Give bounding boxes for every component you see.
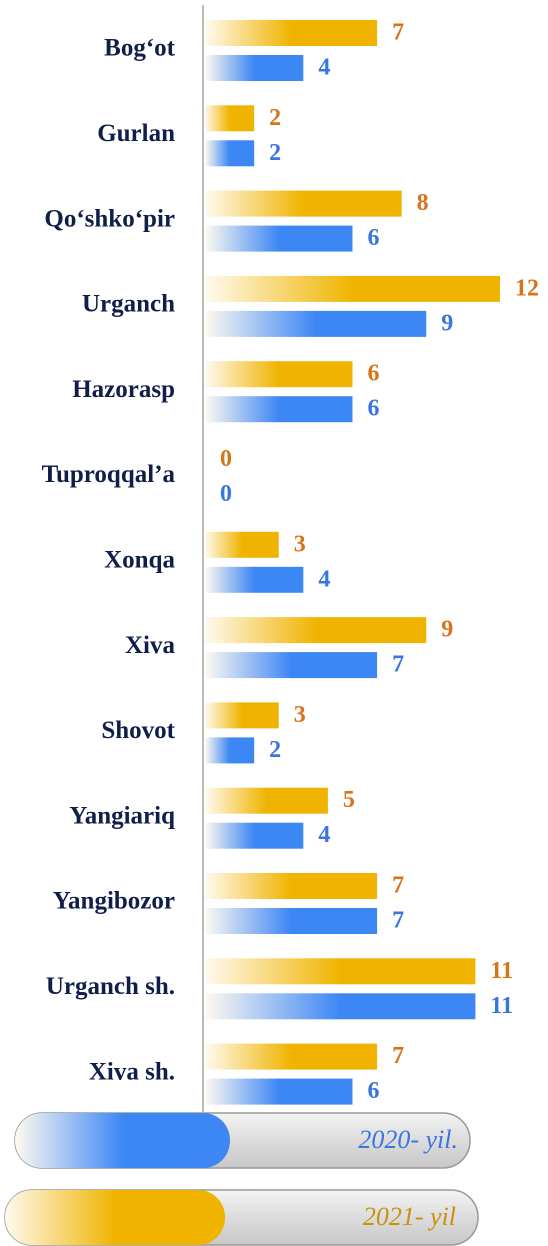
category-label: Xiva sh. [89,1058,175,1085]
value-label: 7 [392,873,404,899]
category-label: Qo‘shko‘pir [44,205,175,232]
category-label: Gurlan [97,120,175,147]
bar [205,822,304,849]
category-label: Xonqa [104,547,175,574]
value-label: 3 [294,702,306,728]
value-label: 6 [368,225,380,251]
bar [205,566,304,593]
value-label: 7 [392,908,404,934]
bar [205,702,279,729]
legend-label: 2020- yil. [358,1125,458,1154]
value-label: 7 [392,1043,404,1069]
value-label: 2 [269,105,281,131]
value-label: 0 [220,446,232,472]
bar [205,737,255,764]
value-label: 9 [441,310,453,336]
bar [205,873,378,899]
value-label: 9 [441,617,453,643]
value-label: 8 [417,190,429,216]
category-label: Yangibozor [53,888,175,915]
bar [205,1043,378,1070]
legend-swatch [15,1113,230,1168]
category-label: Yangiariq [69,802,175,829]
value-label: 6 [368,1078,380,1104]
value-label: 12 [515,275,539,301]
value-label: 7 [392,20,404,46]
value-label: 11 [490,958,513,984]
category-label: Xiva [125,632,176,659]
value-label: 2 [269,140,281,166]
value-label: 11 [490,993,513,1019]
bar [205,1078,353,1105]
value-label: 4 [318,822,330,848]
value-label: 0 [220,481,232,507]
category-label: Urganch [82,291,175,318]
bar [205,652,378,679]
category-label: Tuproqqal’a [42,461,176,488]
bar [205,275,500,302]
bar [205,190,402,217]
bar [205,361,353,388]
bar [205,993,476,1020]
value-label: 4 [318,566,330,592]
value-label: 6 [368,361,380,387]
bar [205,310,427,337]
legend-swatch [5,1190,225,1245]
bar [205,20,378,46]
legend-label: 2021- yil [363,1202,456,1231]
value-label: 6 [368,396,380,422]
bar [205,55,304,81]
value-label: 7 [392,652,404,678]
category-label: Bog‘ot [104,35,176,62]
bar [205,908,378,934]
bar [205,531,279,558]
category-label: Hazorasp [72,376,175,403]
category-label: Urganch sh. [46,973,175,1000]
value-label: 5 [343,787,355,813]
bar [205,225,353,252]
bar [205,140,255,167]
value-label: 3 [294,531,306,557]
bar [205,396,353,423]
value-label: 2 [269,737,281,763]
value-label: 4 [318,55,330,81]
bar [205,105,255,132]
bar [205,617,427,644]
bar [205,958,476,985]
bar [205,787,328,814]
category-label: Shovot [101,717,175,744]
